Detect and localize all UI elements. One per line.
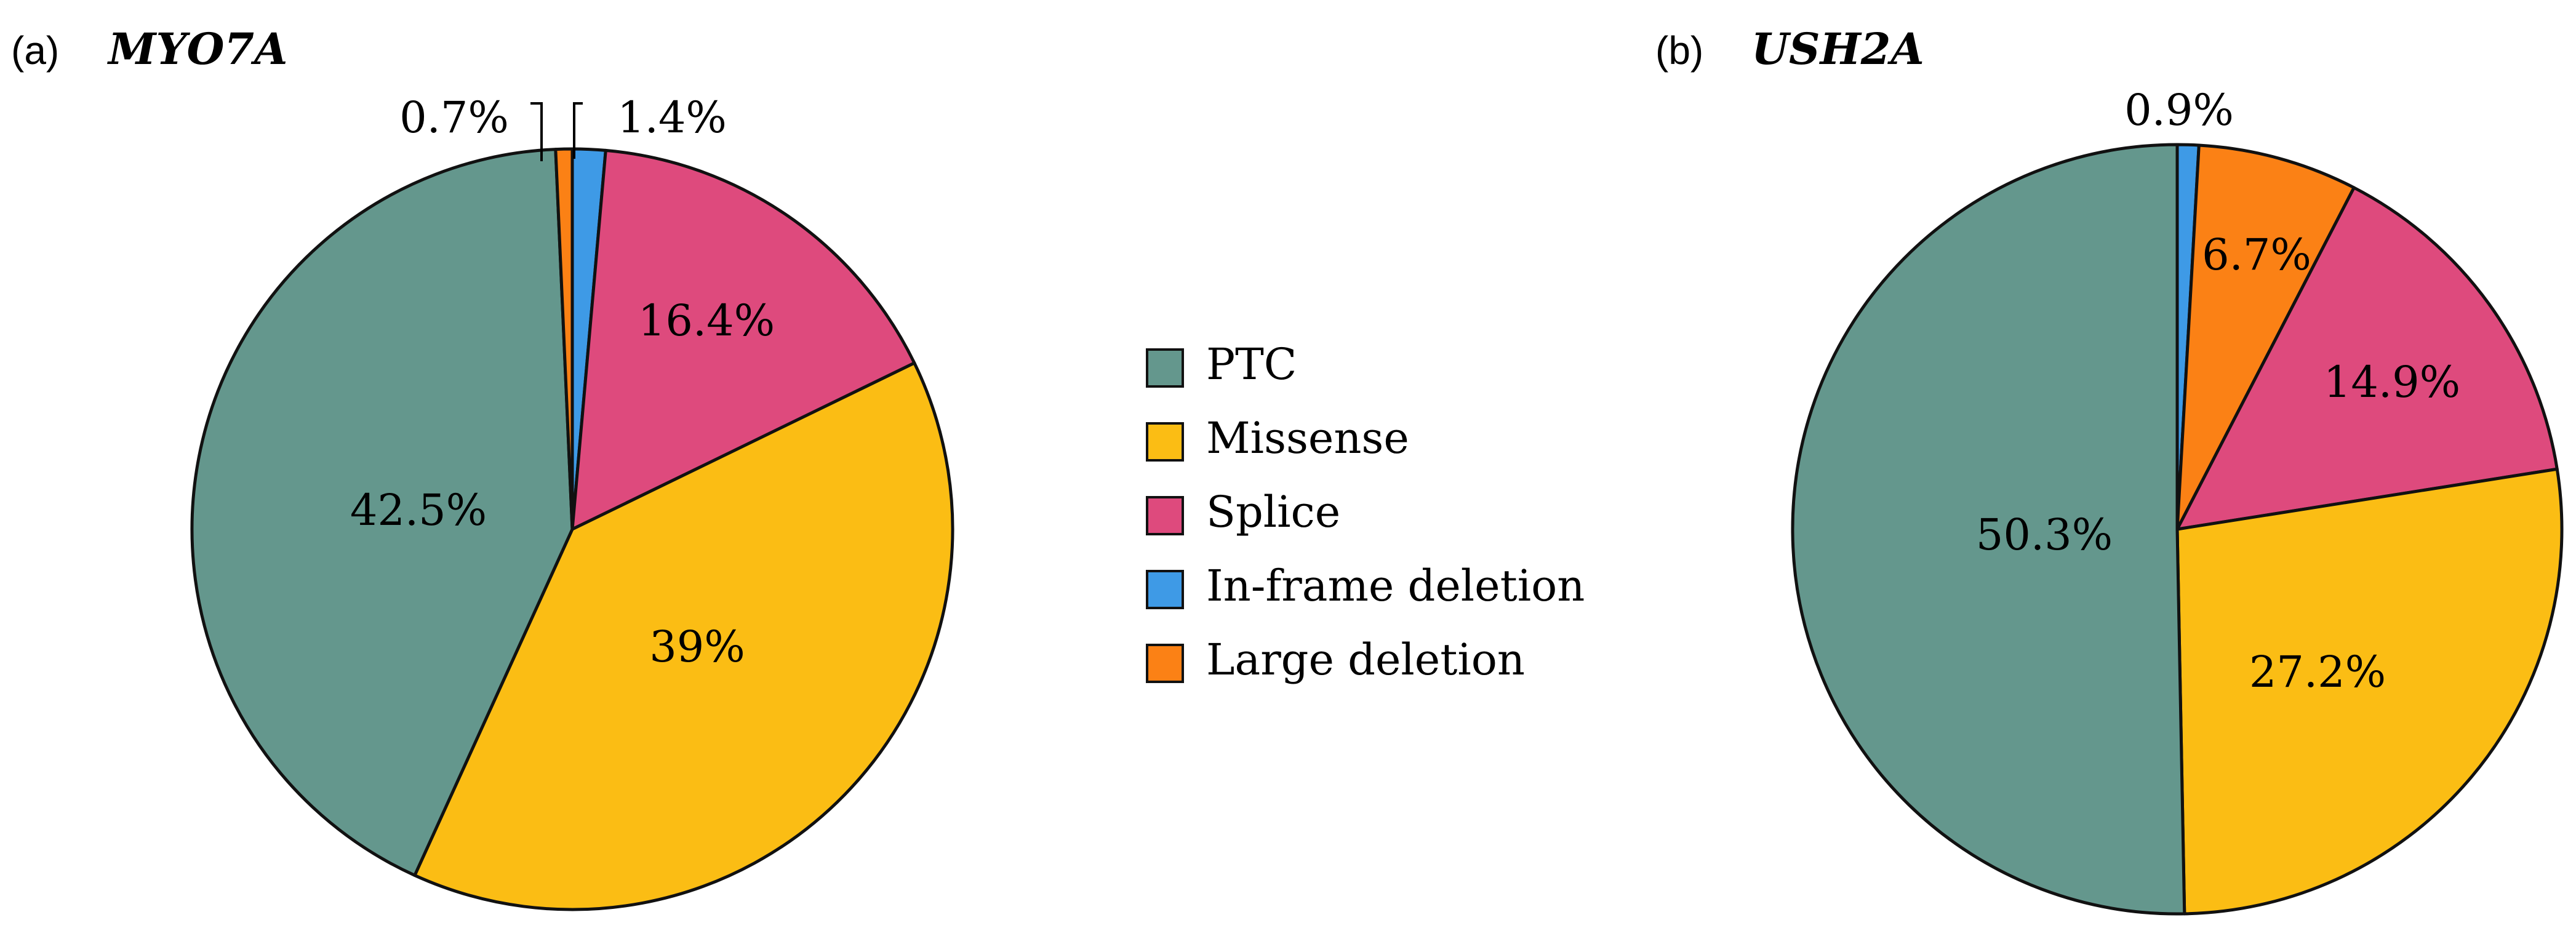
pie-slice-large-deletion [554,147,574,531]
legend-swatch-in-frame-deletion [1146,570,1184,609]
slice-label-in-frame-deletion: 0.9% [2124,85,2234,135]
panel-a-title: MYO7A [107,23,287,74]
leader-line-large-deletion [530,102,543,161]
legend-label-splice: Splice [1206,487,1340,537]
pie-b: 0.9% 6.7% 14.9% 27.2% 50.3% [1791,85,2564,916]
slice-label-large-deletion: 0.7% [399,92,509,143]
panel-a-letter: (a) [11,28,59,73]
legend: PTC Missense Splice In-frame deletion Large … [1146,339,1585,685]
pie-slice-large-deletion [2175,143,2356,531]
slice-label-in-frame-deletion: 1.4% [617,92,727,143]
slice-label-splice: 14.9% [2324,357,2460,407]
panel-b-letter: (b) [1655,28,1703,73]
legend-swatch-ptc [1146,348,1184,388]
legend-label-ptc: PTC [1206,339,1297,390]
legend-label-large-deletion: Large deletion [1206,634,1525,685]
legend-swatch-splice [1146,496,1184,535]
pie-slice-splice [2175,186,2559,531]
leader-line-in-frame-deletion [573,102,583,159]
panel-b: (b) USH2A 0.9% 6.7% 14.9% 27.2% 50.3% [1655,23,2564,916]
legend-label-missense: Missense [1206,413,1409,463]
slice-label-ptc: 42.5% [350,485,487,535]
pie-slice-splice [570,148,916,531]
slice-label-missense: 27.2% [2249,647,2386,697]
slice-label-ptc: 50.3% [1976,510,2113,560]
legend-label-in-frame-deletion: In-frame deletion [1206,561,1585,611]
pie-a: 1.4% 16.4% 39% 42.5% 0.7% [190,92,954,911]
panel-a: (a) MYO7A 1.4% 16.4% 39% 42.5% 0.7% [11,23,954,911]
slice-label-missense: 39% [649,622,745,672]
pie-slice-ptc [190,148,574,877]
pie-slice-missense [2175,467,2564,916]
legend-swatch-large-deletion [1146,644,1184,683]
slice-label-splice: 16.4% [638,295,775,346]
pie-slice-ptc [1791,143,2186,916]
pie-slice-missense [413,361,954,911]
panel-b-title: USH2A [1751,23,1924,74]
slice-label-large-deletion: 6.7% [2202,230,2311,280]
legend-swatch-missense [1146,422,1184,462]
